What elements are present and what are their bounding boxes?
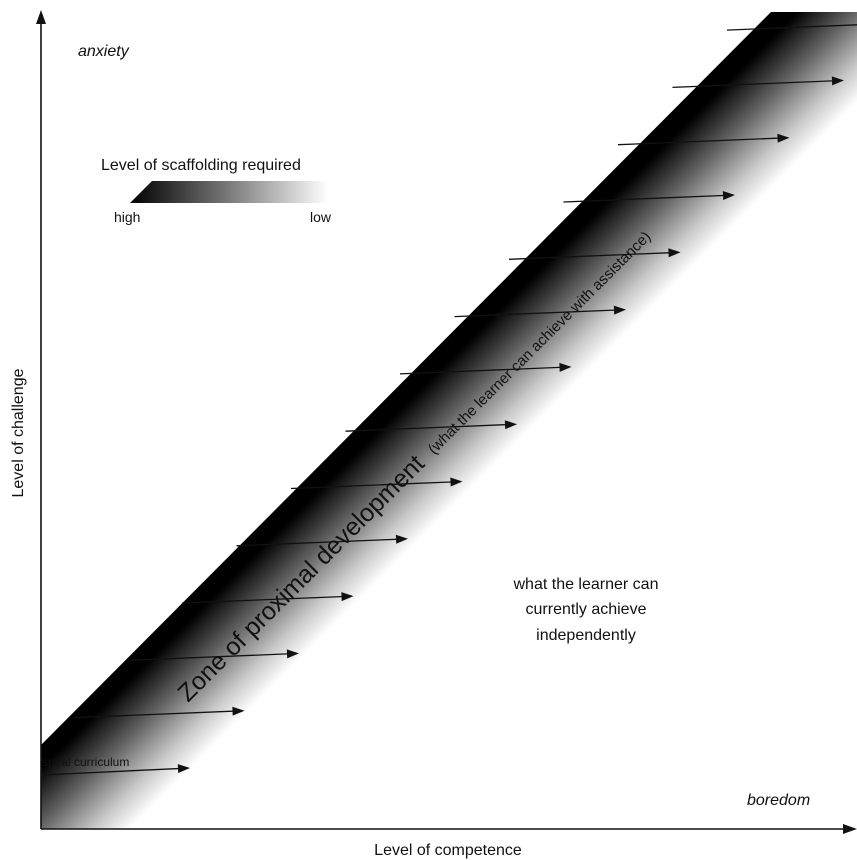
spiral-arrow-line <box>454 309 615 318</box>
boredom-label: boredom <box>747 792 810 809</box>
y-axis-arrowhead <box>36 10 46 24</box>
spiral-curriculum-label: spiral curriculum <box>42 755 129 769</box>
spiral-arrow-line <box>508 252 669 260</box>
spiral-arrowhead <box>668 248 681 258</box>
spiral-arrowhead <box>504 420 517 430</box>
legend-title: Level of scaffolding required <box>101 157 301 174</box>
independent-line-3: independently <box>536 627 636 644</box>
spiral-arrowhead <box>286 649 299 659</box>
spiral-arrowhead <box>831 76 844 86</box>
spiral-arrowhead <box>613 305 626 315</box>
spiral-arrowhead <box>450 477 463 487</box>
spiral-arrowhead <box>341 592 354 602</box>
legend-low-label: low <box>310 209 332 225</box>
spiral-arrow-line <box>40 767 179 776</box>
spiral-arrow-line <box>345 424 506 432</box>
legend-gradient-bar <box>130 181 328 203</box>
independent-line-1: what the learner can <box>513 576 659 593</box>
spiral-arrowhead <box>777 133 790 143</box>
independent-line-2: currently achieve <box>526 601 647 618</box>
spiral-arrow-line <box>726 24 857 31</box>
spiral-arrowhead <box>177 764 190 774</box>
spiral-arrow-line <box>563 194 724 203</box>
spiral-arrow-line <box>290 481 451 490</box>
x-axis-label: Level of competence <box>374 842 522 859</box>
spiral-arrowhead <box>559 362 572 372</box>
spiral-arrows <box>40 24 857 776</box>
y-axis-label: Level of challenge <box>10 368 27 497</box>
zpd-band <box>41 12 857 829</box>
spiral-arrowhead <box>722 190 735 200</box>
spiral-arrow-line <box>181 595 342 604</box>
legend-high-label: high <box>114 209 140 225</box>
spiral-arrow-line <box>236 538 397 547</box>
spiral-arrow-line <box>617 137 778 146</box>
spiral-arrow-line <box>399 366 560 375</box>
spiral-arrow-line <box>127 653 288 662</box>
spiral-arrowhead <box>395 534 408 544</box>
spiral-arrowhead <box>232 706 245 716</box>
spiral-arrow-line <box>672 80 833 89</box>
spiral-arrow-line <box>72 710 233 719</box>
anxiety-label: anxiety <box>78 43 130 60</box>
x-axis-arrowhead <box>843 824 857 834</box>
